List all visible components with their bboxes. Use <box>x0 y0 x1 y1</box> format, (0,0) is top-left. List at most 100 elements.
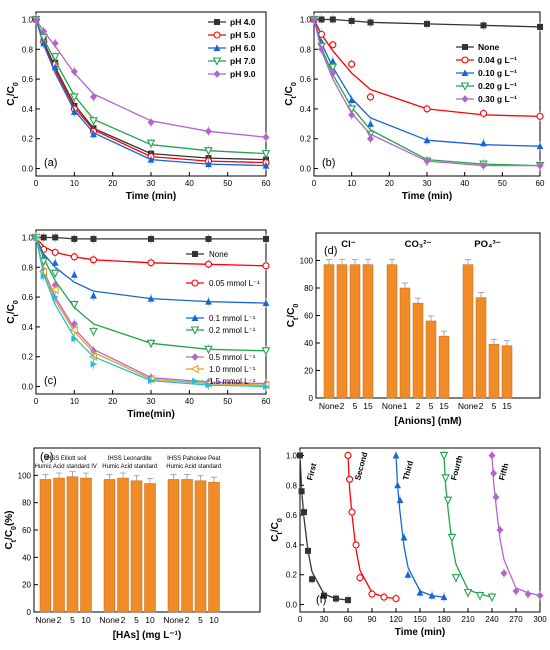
y-tick-label: 0.2 <box>300 135 312 144</box>
data-point <box>51 259 59 266</box>
y-tick-label: 60 <box>304 312 313 321</box>
data-point <box>368 590 376 598</box>
legend-marker <box>191 353 199 361</box>
data-point <box>440 593 448 601</box>
group-label: Humic Acid standard IV <box>35 464 97 470</box>
group-label: IHSS Pahokee Peat <box>167 456 221 462</box>
data-point <box>40 272 48 280</box>
y-tick-label: 0.8 <box>22 263 34 272</box>
x-axis-label: [Anions] (mM) <box>394 416 461 427</box>
data-point <box>318 16 325 23</box>
chart-panel-b: 0 10 20 30 40 50 60 0.0 0.2 0.4 0.6 0.8 1.0 Time (min… <box>284 11 545 202</box>
y-tick-label: 0.6 <box>286 511 298 520</box>
x-tick-label: 50 <box>223 397 232 406</box>
data-point <box>479 109 488 117</box>
panel-label: (d) <box>324 245 337 257</box>
x-tick-label: 30 <box>147 179 156 188</box>
data-point <box>70 253 78 261</box>
data-point <box>329 57 337 65</box>
legend-marker <box>213 31 221 39</box>
x-tick-label: 50 <box>498 179 507 188</box>
group-label: Cl⁻ <box>341 239 356 250</box>
bar <box>39 479 52 613</box>
x-tick-label: 10 <box>347 179 356 188</box>
y-tick-label: 0.6 <box>22 293 34 302</box>
data-point <box>50 269 60 279</box>
data-point <box>89 117 98 126</box>
data-point <box>32 15 40 24</box>
x-tick-label: 90 <box>368 615 377 624</box>
legend-marker <box>213 44 221 51</box>
series-line <box>35 19 267 138</box>
y-tick-label: 0.4 <box>22 323 34 332</box>
y-tick-label: 100 <box>300 257 314 266</box>
data-point <box>309 576 315 583</box>
series-line <box>35 19 267 164</box>
data-point <box>70 271 78 278</box>
bar <box>144 483 156 613</box>
legend-marker <box>191 279 199 287</box>
x-tick-label: 240 <box>485 615 499 624</box>
data-point <box>147 156 155 163</box>
y-tick-label: 0.0 <box>22 383 34 392</box>
data-point <box>447 533 457 543</box>
legend-label: 0.5 mmol L⁻¹ <box>209 353 256 362</box>
data-point <box>488 451 496 460</box>
data-point <box>348 17 355 24</box>
data-point <box>480 161 487 170</box>
data-point <box>70 320 78 328</box>
y-tick-label: 0.4 <box>300 105 312 114</box>
y-tick-label: 1.0 <box>300 15 312 24</box>
data-point <box>50 53 60 62</box>
data-point <box>147 294 155 302</box>
data-point <box>310 15 318 24</box>
bar <box>412 302 424 399</box>
data-point <box>70 108 78 115</box>
y-tick-label: 0.2 <box>22 135 34 144</box>
legend-marker <box>192 377 199 385</box>
category-label: 5 <box>198 615 203 625</box>
data-point <box>348 96 356 103</box>
data-point <box>380 593 388 601</box>
x-tick-label: 60 <box>536 179 545 188</box>
data-point <box>261 150 271 159</box>
x-axis-label: [HAs] (mg L⁻¹) <box>113 630 182 641</box>
data-point <box>443 496 453 505</box>
category-label: 2 <box>57 615 62 625</box>
data-point <box>52 293 59 301</box>
x-axis-label: Time (min) <box>395 627 445 638</box>
legend-label: pH 7.0 <box>230 56 256 66</box>
y-tick-label: 0.4 <box>286 541 298 550</box>
data-point <box>40 27 48 36</box>
legend-marker <box>462 44 468 50</box>
y-tick-label: 40 <box>22 553 31 562</box>
series-line <box>35 19 267 167</box>
bar-group-2: None 2 5 15 PO₄³⁻ <box>458 239 513 411</box>
series-1 <box>344 450 400 604</box>
series-label: Fifth <box>497 462 510 481</box>
data-point <box>451 574 461 583</box>
x-tick-label: 40 <box>185 397 194 406</box>
data-point <box>536 142 544 150</box>
category-label: 2 <box>121 615 126 625</box>
data-point <box>51 39 59 48</box>
category-label: 2 <box>416 401 421 411</box>
bar-group-1: None 1 2 5 15 CO₃²⁻ <box>382 239 450 411</box>
bar <box>336 264 348 399</box>
legend-marker <box>461 69 469 76</box>
data-point <box>205 297 212 305</box>
data-point <box>40 39 48 47</box>
bar <box>103 479 116 613</box>
data-point <box>70 67 78 76</box>
data-point <box>480 22 487 29</box>
legend-marker <box>190 326 200 335</box>
data-point <box>463 589 473 598</box>
data-point <box>328 63 338 72</box>
y-tick-label: 0.0 <box>22 165 34 174</box>
data-point <box>40 234 47 241</box>
data-point <box>423 136 431 144</box>
y-tick-label: 0.0 <box>300 165 312 174</box>
category-label: None <box>35 615 56 625</box>
series-0 <box>311 14 543 32</box>
